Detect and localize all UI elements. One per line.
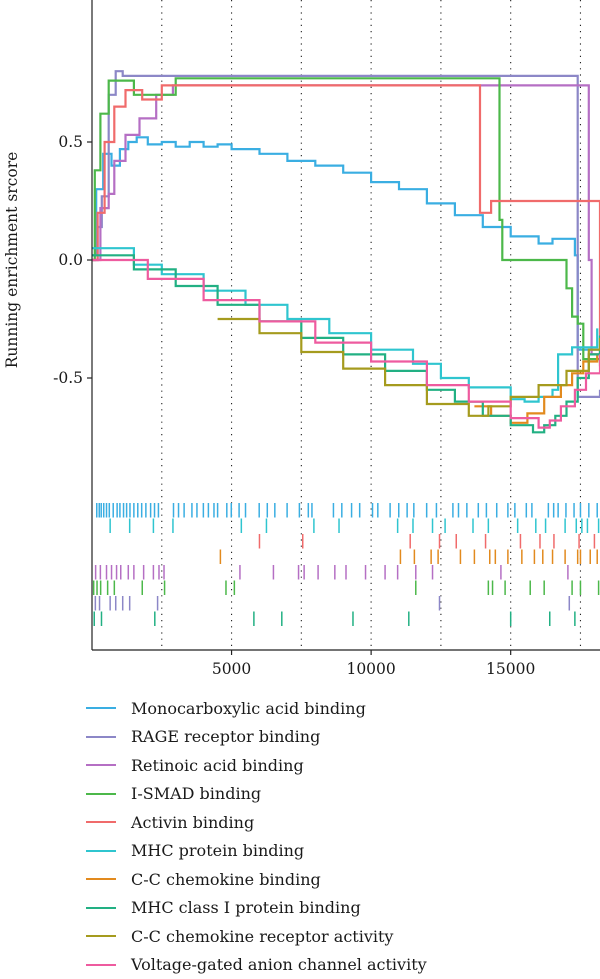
legend-swatch — [86, 850, 116, 852]
series-line — [218, 319, 600, 416]
legend-swatch — [86, 764, 116, 766]
legend-item: Activin binding — [80, 808, 427, 837]
legend-swatch — [86, 793, 116, 795]
y-tick-label: 0.0 — [58, 251, 83, 269]
legend-label: MHC protein binding — [131, 841, 304, 860]
legend-item: RAGE receptor binding — [80, 723, 427, 752]
legend-swatch — [86, 707, 116, 709]
x-tick-label: 15000 — [486, 660, 535, 678]
series-line — [92, 137, 600, 359]
series-line — [92, 71, 600, 397]
legend-swatch — [86, 964, 116, 966]
legend-label: Activin binding — [131, 813, 254, 832]
legend-swatch — [86, 821, 116, 823]
legend-label: RAGE receptor binding — [131, 727, 320, 746]
legend-label: Monocarboxylic acid binding — [131, 699, 366, 718]
enrichment-plot: 0.5 0.0 -0.5 5000 10000 15000 — [0, 0, 600, 694]
legend-label: C-C chemokine receptor activity — [131, 927, 393, 946]
legend-item: MHC protein binding — [80, 837, 427, 866]
y-tick-label: 0.5 — [58, 133, 83, 151]
legend-item: Monocarboxylic acid binding — [80, 694, 427, 723]
series-line — [92, 85, 600, 361]
legend-item: MHC class I protein binding — [80, 894, 427, 923]
x-tick-label: 5000 — [212, 660, 251, 678]
y-tick-label: -0.5 — [53, 369, 83, 387]
hit-rug-rows — [94, 503, 599, 626]
legend-label: MHC class I protein binding — [131, 898, 361, 917]
enrichment-lines — [92, 71, 600, 432]
legend-item: Voltage-gated anion channel activity — [80, 951, 427, 979]
x-tick-label: 10000 — [346, 660, 395, 678]
legend-swatch — [86, 935, 116, 937]
legend-item: C-C chemokine binding — [80, 865, 427, 894]
legend-item: Retinoic acid binding — [80, 751, 427, 780]
series-line — [92, 248, 597, 401]
legend-label: Voltage-gated anion channel activity — [131, 955, 427, 974]
legend-label: Retinoic acid binding — [131, 756, 304, 775]
legend-swatch — [86, 736, 116, 738]
legend: Monocarboxylic acid binding RAGE receptor… — [80, 694, 427, 979]
y-axis-label: Running enrichment srcore — [3, 152, 21, 369]
series-line — [92, 78, 600, 366]
legend-swatch — [86, 878, 116, 880]
series-line — [92, 255, 600, 432]
legend-label: C-C chemokine binding — [131, 870, 321, 889]
legend-label: I-SMAD binding — [131, 784, 261, 803]
legend-item: I-SMAD binding — [80, 780, 427, 809]
vertical-gridlines — [162, 0, 581, 650]
legend-swatch — [86, 907, 116, 909]
series-line — [92, 85, 600, 361]
legend-item: C-C chemokine receptor activity — [80, 922, 427, 951]
